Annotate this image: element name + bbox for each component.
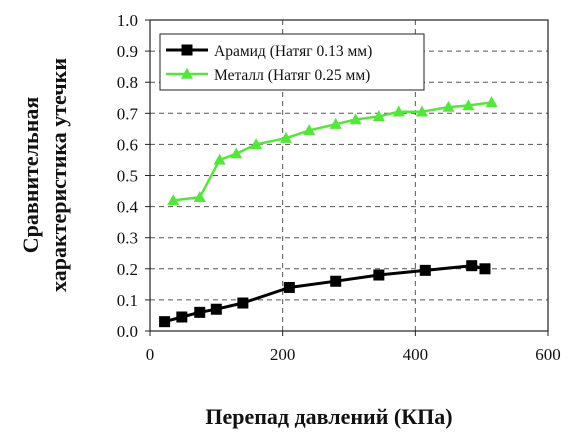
data-point-triangle [180, 67, 194, 79]
data-point-square [210, 303, 222, 315]
series-metal [167, 96, 498, 206]
y-tick-label: 0.7 [117, 104, 139, 123]
x-axis-label: Перепад давлений (КПа) [205, 404, 452, 429]
legend-label: Арамид (Натяг 0.13 мм) [214, 43, 372, 60]
data-point-square [159, 316, 171, 328]
series-layer [159, 96, 498, 328]
data-point-square [194, 306, 206, 318]
y-axis-label: Сравнительная характеристика утечки [18, 58, 71, 292]
series-line [173, 101, 492, 202]
data-point-triangle [303, 124, 316, 136]
data-point-triangle [392, 105, 405, 117]
data-point-triangle [213, 153, 226, 165]
y-tick-label: 0.3 [117, 229, 138, 248]
y-axis-label-line-2: характеристика утечки [46, 58, 71, 292]
y-tick-label: 0.8 [117, 73, 138, 92]
data-point-square [466, 260, 478, 272]
data-point-triangle [415, 105, 429, 117]
data-point-triangle [193, 191, 206, 202]
data-point-triangle [279, 131, 293, 143]
y-tick-label: 1.0 [117, 11, 138, 30]
data-point-square [419, 264, 431, 276]
y-tick-label: 0.2 [117, 260, 138, 279]
data-point-square [181, 44, 193, 56]
y-tick-label: 0.6 [117, 135, 138, 154]
data-point-triangle [329, 117, 342, 129]
y-tick-label: 0.1 [117, 291, 138, 310]
legend: Арамид (Натяг 0.13 мм) Металл (Натяг 0.25… [159, 33, 425, 91]
series-aramid [159, 260, 491, 328]
x-tick-label: 200 [270, 345, 296, 364]
legend-box [159, 33, 425, 91]
data-point-triangle [250, 138, 263, 150]
data-point-square [479, 263, 491, 275]
y-tick-label: 0.0 [117, 322, 138, 341]
data-point-triangle [372, 110, 385, 122]
data-point-square [373, 269, 385, 281]
data-point-square [283, 281, 295, 293]
data-point-triangle [485, 96, 498, 108]
y-axis-label-line-1: Сравнительная [18, 97, 43, 254]
y-tick-label: 0.5 [117, 167, 138, 186]
data-point-triangle [349, 113, 362, 125]
data-point-triangle [462, 99, 475, 111]
data-point-square [237, 297, 249, 309]
data-point-triangle [167, 194, 180, 206]
data-point-square [330, 275, 342, 287]
ticks-layer: 0.0 0.1 0.2 0.3 0.4 0.5 0.6 0.7 0.8 0.9 1.0 0 200 400… [117, 11, 561, 364]
y-tick-label: 0.4 [117, 198, 139, 217]
x-tick-label: 400 [403, 345, 429, 364]
y-tick-label: 0.9 [117, 42, 138, 61]
data-point-square [176, 311, 188, 323]
x-tick-label: 0 [146, 345, 155, 364]
x-tick-label: 600 [535, 345, 561, 364]
legend-label: Металл (Натяг 0.25 мм) [214, 67, 370, 84]
data-point-triangle [442, 100, 455, 112]
data-point-triangle [230, 147, 243, 159]
